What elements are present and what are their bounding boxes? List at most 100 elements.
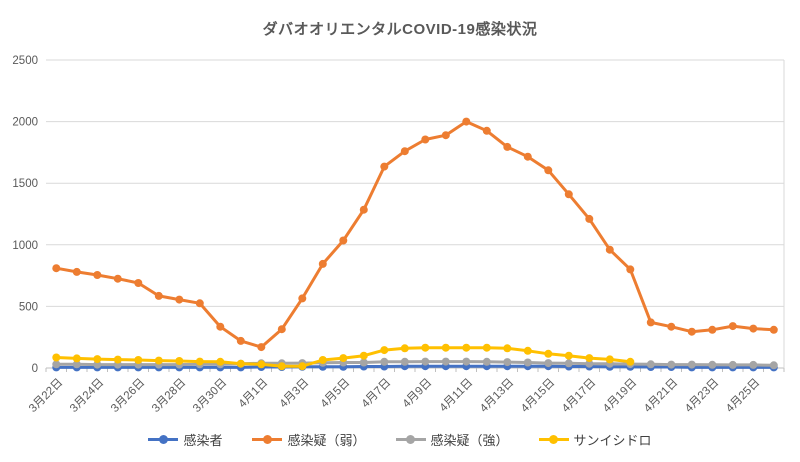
data-point-marker [482,126,491,135]
data-point-marker [503,344,512,353]
data-point-marker [482,357,491,366]
data-point-marker [687,360,696,369]
x-axis-tick-label: 4月1日 [237,377,271,411]
legend-item-1[interactable]: 感染疑（弱） [252,430,366,449]
data-point-marker [441,343,450,352]
data-point-marker [93,360,102,369]
data-point-marker [154,291,163,300]
data-point-marker [257,343,266,352]
data-point-marker [564,351,573,360]
data-point-marker [72,360,81,369]
data-point-marker [93,355,102,364]
data-point-marker [441,131,450,140]
x-axis-tick-label: 3月26日 [109,377,147,415]
x-axis-tick-label: 4月9日 [401,377,435,411]
data-point-marker [216,322,225,331]
x-axis-tick-label: 3月30日 [191,377,229,415]
data-point-marker [52,360,61,369]
data-point-marker [503,358,512,367]
data-point-marker [236,336,245,345]
x-axis-tick-label: 4月23日 [683,377,721,415]
y-axis-tick-label: 1000 [12,240,38,252]
data-point-marker [359,205,368,214]
x-axis-tick-label: 3月28日 [150,377,188,415]
legend-item-0[interactable]: 感染者 [148,430,222,449]
data-point-marker [667,360,676,369]
data-point-marker [605,245,614,254]
data-point-marker [769,325,778,334]
data-point-marker [195,299,204,308]
data-point-marker [421,135,430,144]
data-point-marker [708,325,717,334]
x-axis-tick-label: 3月22日 [27,377,65,415]
data-point-marker [277,362,286,371]
chart-legend: 感染者 感染疑（弱） 感染疑（強） サンイシドロ [0,430,800,449]
data-point-marker [113,274,122,283]
data-point-marker [544,166,553,175]
y-axis-tick-label: 500 [19,301,38,313]
data-point-marker [72,267,81,276]
data-point-marker [667,322,676,331]
x-axis-tick-label: 3月24日 [68,377,106,415]
legend-item-2[interactable]: 感染疑（強） [395,430,509,449]
data-point-marker [564,190,573,199]
legend-marker-icon [252,435,283,445]
data-point-marker [421,357,430,366]
data-point-marker [298,362,307,371]
data-point-marker [72,354,81,363]
data-point-marker [749,324,758,333]
y-axis-tick-label: 0 [32,363,38,375]
y-axis-tick-label: 2000 [12,117,38,129]
data-point-marker [113,355,122,364]
legend-marker-icon [538,435,569,445]
legend-item-3[interactable]: サンイシドロ [538,430,652,449]
data-point-marker [400,147,409,156]
data-point-marker [462,117,471,126]
x-axis-tick-label: 4月15日 [519,377,557,415]
y-axis-tick-label: 2500 [12,55,38,67]
data-point-marker [134,356,143,364]
data-point-marker [585,214,594,223]
data-point-marker [523,346,532,355]
legend-label: 感染者 [183,433,223,448]
data-point-marker [318,356,327,364]
data-point-marker [277,325,286,334]
data-point-marker [728,322,737,331]
data-point-marker [482,343,491,352]
y-axis-tick-label: 1500 [12,178,38,190]
data-point-marker [687,327,696,336]
legend-label: サンイシドロ [573,433,652,448]
data-point-marker [462,357,471,366]
x-axis-tick-label: 4月11日 [438,377,476,415]
data-point-marker [339,236,348,245]
data-point-marker [749,360,758,369]
data-point-marker [380,346,389,355]
data-point-marker [359,351,368,360]
data-point-marker [216,357,225,366]
data-point-marker [195,357,204,366]
data-point-marker [298,294,307,303]
data-point-marker [523,152,532,161]
data-point-marker [708,360,717,369]
data-point-marker [503,142,512,151]
series-line-0 [54,364,776,369]
x-axis-tick-label: 4月25日 [724,377,762,415]
data-point-marker [462,343,471,352]
data-point-marker [400,357,409,366]
data-point-marker [564,359,573,368]
x-axis-tick-label: 4月13日 [478,377,516,415]
data-point-marker [441,357,450,366]
x-axis-tick-label: 4月19日 [601,377,639,415]
chart-title: ダバオオリエンタルCOVID-19感染状況 [262,21,538,38]
data-point-marker [175,357,184,365]
legend-marker-icon [148,435,179,445]
data-point-marker [52,353,61,362]
series-line-1 [54,120,776,349]
data-point-marker [626,357,635,366]
data-point-marker [523,358,532,367]
data-point-marker [134,279,143,287]
data-point-marker [257,360,266,369]
data-point-marker [585,354,594,363]
data-point-marker [626,265,635,274]
